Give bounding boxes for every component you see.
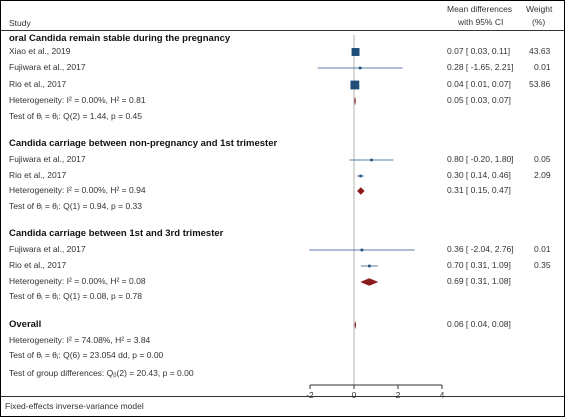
study-label: Rio et al., 2017 bbox=[9, 170, 67, 180]
study-ci-text: 0.70 [ 0.31, 1.09] bbox=[447, 260, 511, 270]
overall-title: Overall bbox=[9, 319, 42, 330]
study-label: Xiao et al., 2019 bbox=[9, 46, 71, 56]
study-weight: 0.01 bbox=[534, 244, 551, 254]
study-label: Fujiwara et al., 2017 bbox=[9, 244, 86, 254]
study-ci-text: 0.36 [ -2.04, 2.76] bbox=[447, 244, 514, 254]
study-point-marker bbox=[350, 80, 360, 90]
study-ci-text: 0.07 [ 0.03, 0.11] bbox=[447, 46, 511, 56]
subtotal-ci-text: 0.69 [ 0.31, 1.08] bbox=[447, 276, 511, 286]
group-title: Candida carriage between 1st and 3rd tri… bbox=[9, 228, 224, 239]
overall-diamond bbox=[354, 321, 357, 329]
study-point-marker bbox=[360, 248, 364, 252]
model-footnote: Fixed-effects inverse-variance model bbox=[5, 401, 144, 411]
study-ci-text: 0.04 [ 0.01, 0.07] bbox=[447, 79, 511, 89]
homogeneity-test-label: Test of θᵢ = θⱼ: Q(1) = 0.94, p = 0.33 bbox=[9, 201, 142, 211]
x-tick-label: 4 bbox=[440, 390, 445, 400]
study-weight: 53.86 bbox=[529, 79, 551, 89]
overall-homogeneity-test-label: Test of θᵢ = θⱼ: Q(6) = 23.054 dd, p = 0… bbox=[9, 350, 164, 360]
study-ci-text: 0.80 [ -0.20, 1.80] bbox=[447, 154, 514, 164]
heterogeneity-label: Heterogeneity: I² = 0.00%, H² = 0.94 bbox=[9, 185, 146, 195]
study-point-marker bbox=[351, 48, 360, 56]
subtotal-diamond bbox=[360, 278, 379, 286]
study-point-marker bbox=[359, 174, 362, 178]
subtotal-ci-text: 0.05 [ 0.03, 0.07] bbox=[447, 95, 511, 105]
subtotal-diamond bbox=[356, 187, 365, 195]
study-weight: 0.01 bbox=[534, 62, 551, 72]
subtotal-ci-text: 0.31 [ 0.15, 0.47] bbox=[447, 185, 511, 195]
footer-rule bbox=[1, 396, 564, 397]
heterogeneity-label: Heterogeneity: I² = 0.00%, H² = 0.81 bbox=[9, 95, 146, 105]
overall-ci-text: 0.06 [ 0.04, 0.08] bbox=[447, 319, 511, 329]
study-ci-text: 0.28 [ -1.65, 2.21] bbox=[447, 62, 514, 72]
group-title: oral Candida remain stable during the pr… bbox=[9, 33, 231, 44]
x-tick-label: -2 bbox=[306, 390, 314, 400]
study-weight: 0.05 bbox=[534, 154, 551, 164]
study-weight: 0.35 bbox=[534, 260, 551, 270]
study-point-marker bbox=[368, 264, 371, 268]
header-rule bbox=[1, 30, 564, 31]
subtotal-diamond bbox=[354, 97, 356, 105]
study-label: Rio et al., 2017 bbox=[9, 260, 67, 270]
x-tick-label: 0 bbox=[352, 390, 357, 400]
x-tick-label: 2 bbox=[396, 390, 401, 400]
homogeneity-test-label: Test of θᵢ = θⱼ: Q(1) = 0.08, p = 0.78 bbox=[9, 291, 142, 301]
effect-column-header-line2: with 95% CI bbox=[458, 17, 504, 27]
study-point-marker bbox=[370, 158, 373, 162]
effect-column-header-line1: Mean differences bbox=[447, 4, 513, 14]
study-weight: 2.09 bbox=[534, 170, 551, 180]
study-point-marker bbox=[358, 66, 362, 70]
overall-heterogeneity-label: Heterogeneity: I² = 74.08%, H² = 3.84 bbox=[9, 335, 151, 345]
study-label: Fujiwara et al., 2017 bbox=[9, 62, 86, 72]
study-label: Fujiwara et al., 2017 bbox=[9, 154, 86, 164]
study-column-header: Study bbox=[9, 18, 31, 28]
study-ci-text: 0.30 [ 0.14, 0.46] bbox=[447, 170, 511, 180]
homogeneity-test-label: Test of θᵢ = θⱼ: Q(2) = 1.44, p = 0.45 bbox=[9, 111, 142, 121]
weight-column-header-line2: (%) bbox=[532, 17, 546, 27]
group-differences-test-label: Test of group differences: Qᵦ(2) = 20.43… bbox=[9, 368, 194, 378]
weight-column-header-line1: Weight bbox=[526, 4, 553, 14]
heterogeneity-label: Heterogeneity: I² = 0.00%, H² = 0.08 bbox=[9, 276, 146, 286]
group-title: Candida carriage between non-pregnancy a… bbox=[9, 138, 278, 149]
study-label: Rio et al., 2017 bbox=[9, 79, 67, 89]
study-weight: 43.63 bbox=[529, 46, 551, 56]
